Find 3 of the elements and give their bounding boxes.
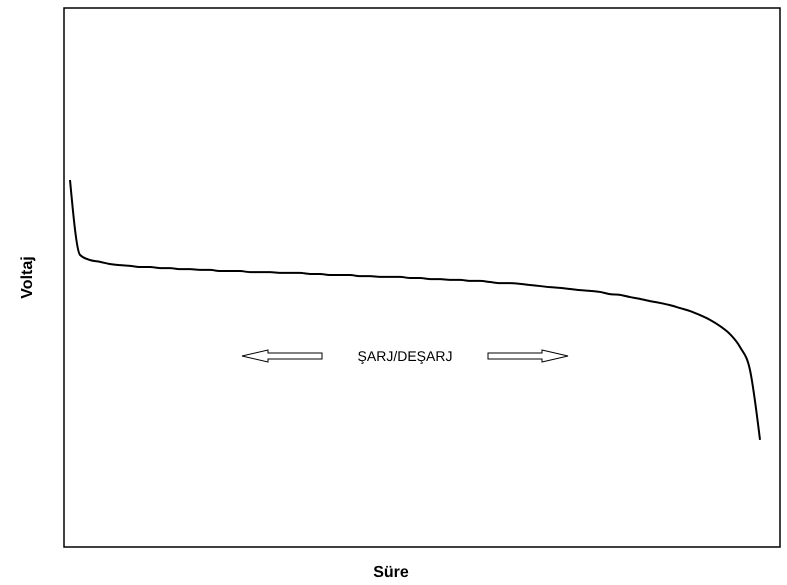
y-axis-title: Voltaj: [19, 256, 36, 299]
x-axis-title: Süre: [373, 564, 409, 581]
annotation: ŞARJ/DEŞARJ: [358, 348, 452, 364]
